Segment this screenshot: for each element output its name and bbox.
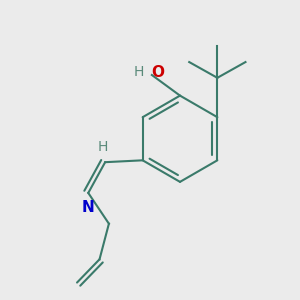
Text: O: O: [151, 64, 164, 80]
Text: H: H: [98, 140, 109, 154]
Text: H: H: [133, 65, 144, 79]
Text: N: N: [82, 200, 95, 215]
